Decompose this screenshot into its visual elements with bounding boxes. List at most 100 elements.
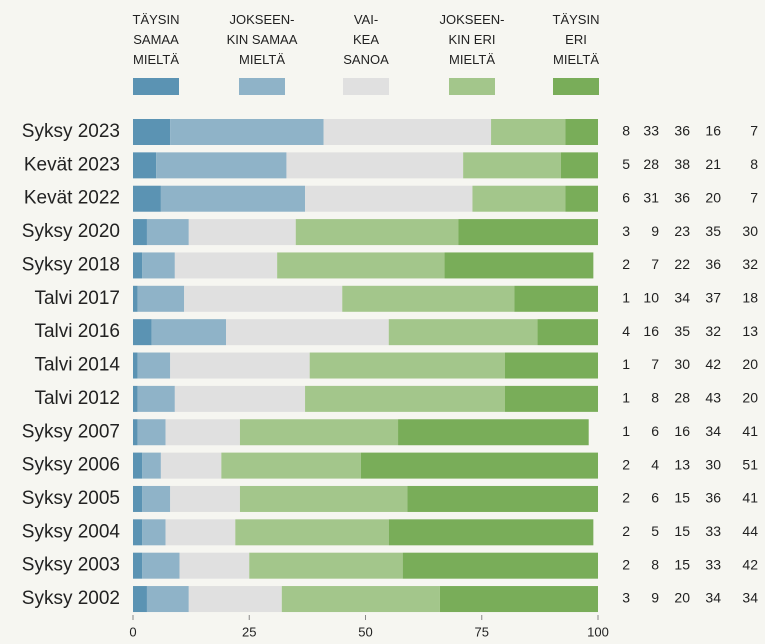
value-label: 2 — [622, 490, 630, 506]
bar-segment — [133, 285, 138, 312]
bar-segment — [226, 319, 389, 346]
bar-segment — [133, 119, 171, 145]
bar-segment — [133, 485, 143, 512]
bar-segment — [133, 152, 157, 179]
y-tick-label: Talvi 2012 — [34, 388, 120, 409]
value-label: 23 — [674, 223, 690, 239]
value-label: 8 — [651, 390, 659, 406]
value-label: 42 — [705, 356, 721, 372]
value-label: 15 — [674, 523, 690, 539]
value-label: 4 — [651, 456, 659, 472]
value-label: 8 — [750, 156, 758, 172]
bar-segment — [137, 285, 185, 312]
y-tick-label: Kevät 2023 — [24, 154, 120, 175]
bar-segment — [142, 519, 166, 546]
value-label: 16 — [705, 123, 721, 139]
bar-segment — [133, 219, 147, 246]
value-label: 41 — [742, 423, 758, 439]
bar-segment — [179, 552, 250, 579]
value-label: 13 — [674, 456, 690, 472]
bar-segment — [133, 519, 143, 546]
bar-segment — [146, 586, 189, 613]
bar-segment — [305, 185, 473, 212]
y-tick-label: Syksy 2006 — [22, 455, 120, 476]
value-label: 33 — [643, 123, 659, 139]
value-label: 2 — [622, 556, 630, 572]
value-label: 28 — [643, 156, 659, 172]
value-label: 22 — [674, 256, 690, 272]
bar-segment — [142, 252, 175, 279]
bar-segment — [388, 519, 594, 546]
bar-segment — [458, 219, 598, 246]
value-label: 16 — [643, 323, 659, 339]
bar-segment — [160, 185, 306, 212]
value-label: 38 — [674, 156, 690, 172]
bar-segment — [137, 352, 171, 379]
legend-swatch — [449, 78, 495, 95]
bar-segment — [170, 352, 310, 379]
y-tick-label: Syksy 2005 — [22, 488, 120, 509]
value-label: 7 — [651, 256, 659, 272]
bar-segment — [342, 285, 515, 312]
bar-segment — [146, 219, 189, 246]
value-label: 44 — [742, 523, 758, 539]
bar-segment — [133, 352, 138, 379]
bar-segment — [491, 119, 566, 145]
y-tick-label: Syksy 2020 — [22, 221, 120, 242]
bar-segment — [165, 519, 236, 546]
value-label: 6 — [622, 189, 630, 205]
bar-segment — [142, 485, 171, 512]
bar-segment — [295, 219, 459, 246]
legend-label: TÄYSIN SAMAA MIELTÄ — [132, 12, 180, 67]
bar-segment — [174, 385, 306, 412]
bar-segment — [565, 185, 598, 212]
value-label: 34 — [674, 290, 690, 306]
value-label: 18 — [742, 290, 758, 306]
value-label: 7 — [651, 356, 659, 372]
y-tick-label: Syksy 2003 — [22, 555, 120, 576]
value-label: 32 — [742, 256, 758, 272]
legend-label: VAI- KEA SANOA — [343, 12, 389, 67]
value-label: 15 — [674, 556, 690, 572]
value-label: 36 — [705, 256, 721, 272]
value-label: 35 — [674, 323, 690, 339]
value-label: 34 — [742, 590, 758, 606]
bar-segment — [133, 419, 138, 446]
value-label: 1 — [622, 356, 630, 372]
value-label: 31 — [643, 189, 659, 205]
value-label: 33 — [705, 556, 721, 572]
legend-swatch — [553, 78, 599, 95]
bar-segment — [170, 119, 324, 145]
value-label: 9 — [651, 223, 659, 239]
value-label: 34 — [705, 423, 721, 439]
value-label: 20 — [674, 590, 690, 606]
value-label: 36 — [674, 189, 690, 205]
bar-segment — [239, 419, 399, 446]
bar-segment — [439, 586, 598, 613]
bar-segment — [133, 319, 152, 346]
value-label: 13 — [742, 323, 758, 339]
bar-segment — [142, 452, 161, 479]
bar-segment — [402, 552, 598, 579]
value-label: 42 — [742, 556, 758, 572]
bar-segment — [137, 385, 175, 412]
value-label: 5 — [622, 156, 630, 172]
x-tick-label: 75 — [475, 624, 489, 639]
y-tick-label: Talvi 2017 — [34, 288, 120, 309]
bar-segment — [472, 185, 566, 212]
bar-segment — [388, 319, 538, 346]
bar-segment — [463, 152, 561, 179]
legend-swatch — [239, 78, 285, 95]
value-label: 1 — [622, 423, 630, 439]
x-tick-label: 100 — [587, 624, 609, 639]
bar-segment — [184, 285, 343, 312]
value-label: 33 — [705, 523, 721, 539]
bar-segment — [249, 552, 403, 579]
bar-segment — [221, 452, 361, 479]
bar-segment — [133, 385, 138, 412]
bar-segment — [151, 319, 226, 346]
value-label: 3 — [622, 590, 630, 606]
value-label: 1 — [622, 290, 630, 306]
value-label: 41 — [742, 490, 758, 506]
